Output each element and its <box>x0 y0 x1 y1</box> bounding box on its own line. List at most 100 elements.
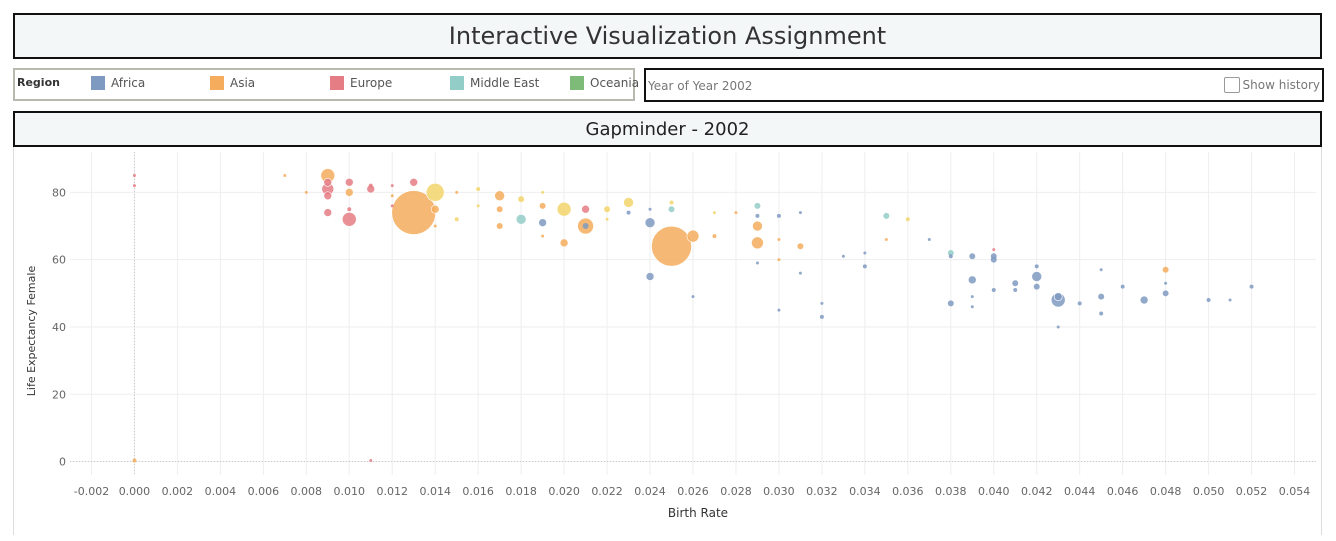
data-point-africa[interactable] <box>798 271 802 275</box>
data-point-asia[interactable] <box>1162 266 1169 273</box>
data-points[interactable] <box>132 168 1254 463</box>
data-point-europe[interactable] <box>390 184 394 188</box>
data-point-asia[interactable] <box>686 229 700 243</box>
data-point-africa[interactable] <box>1249 284 1254 289</box>
data-point-africa[interactable] <box>1099 268 1103 272</box>
data-point-asia[interactable] <box>455 190 459 194</box>
data-point-africa[interactable] <box>820 301 824 305</box>
legend-item-middle-east[interactable]: Middle East <box>450 76 539 90</box>
data-point-americas[interactable] <box>623 197 634 208</box>
data-point-africa[interactable] <box>1013 287 1018 292</box>
data-point-middle-east[interactable] <box>515 213 527 225</box>
data-point-asia[interactable] <box>777 258 781 262</box>
data-point-europe[interactable] <box>132 174 136 178</box>
data-point-americas[interactable] <box>518 196 525 203</box>
data-point-africa[interactable] <box>863 251 867 255</box>
show-history-toggle[interactable]: Show history <box>1223 77 1320 93</box>
legend-item-asia[interactable]: Asia <box>210 76 255 90</box>
data-point-asia[interactable] <box>884 237 888 241</box>
data-point-africa[interactable] <box>967 275 977 285</box>
data-point-africa[interactable] <box>970 305 974 309</box>
data-point-asia[interactable] <box>651 225 692 267</box>
data-point-africa[interactable] <box>1099 311 1104 316</box>
data-point-americas[interactable] <box>541 190 545 194</box>
data-point-europe[interactable] <box>369 459 373 463</box>
data-point-africa[interactable] <box>1206 298 1211 303</box>
data-point-europe[interactable] <box>323 177 333 187</box>
data-point-asia[interactable] <box>496 206 503 213</box>
legend-item-europe[interactable]: Europe <box>330 76 392 90</box>
data-point-africa[interactable] <box>819 314 824 319</box>
data-point-africa[interactable] <box>970 295 974 299</box>
data-point-asia[interactable] <box>304 190 308 194</box>
data-point-americas[interactable] <box>454 217 459 222</box>
data-point-africa[interactable] <box>969 253 976 260</box>
data-point-africa[interactable] <box>755 213 760 218</box>
data-point-africa[interactable] <box>991 287 996 292</box>
data-point-europe[interactable] <box>581 204 590 214</box>
data-point-europe[interactable] <box>368 183 373 188</box>
data-point-africa[interactable] <box>582 223 589 230</box>
data-point-africa[interactable] <box>644 217 656 228</box>
data-point-europe[interactable] <box>323 208 333 217</box>
data-point-africa[interactable] <box>948 254 953 259</box>
data-point-africa[interactable] <box>1162 290 1169 297</box>
data-point-asia[interactable] <box>752 220 763 232</box>
data-point-americas[interactable] <box>425 183 445 202</box>
legend-item-oceania[interactable]: Oceania <box>570 76 639 90</box>
data-point-asia[interactable] <box>539 202 546 209</box>
data-point-europe[interactable] <box>409 177 419 187</box>
data-point-asia[interactable] <box>777 237 781 241</box>
data-point-middle-east[interactable] <box>668 206 675 213</box>
data-point-asia[interactable] <box>734 211 738 215</box>
data-point-europe[interactable] <box>132 184 136 188</box>
data-point-asia[interactable] <box>433 224 437 228</box>
data-point-middle-east[interactable] <box>883 212 890 219</box>
data-point-africa[interactable] <box>776 213 781 218</box>
data-point-americas[interactable] <box>604 206 611 213</box>
data-point-asia[interactable] <box>390 194 394 198</box>
data-point-americas[interactable] <box>712 211 716 215</box>
data-point-africa[interactable] <box>1098 293 1105 300</box>
data-point-africa[interactable] <box>862 264 867 269</box>
data-point-asia[interactable] <box>541 234 545 238</box>
data-point-asia[interactable] <box>494 190 505 202</box>
data-point-americas[interactable] <box>476 204 480 208</box>
data-point-africa[interactable] <box>1139 295 1149 305</box>
data-point-europe[interactable] <box>992 248 996 252</box>
data-point-asia[interactable] <box>344 188 354 197</box>
data-point-africa[interactable] <box>626 210 631 215</box>
data-point-asia[interactable] <box>430 204 440 214</box>
data-point-asia[interactable] <box>132 458 137 463</box>
data-point-asia[interactable] <box>751 236 764 250</box>
data-point-africa[interactable] <box>1120 284 1125 289</box>
data-point-africa[interactable] <box>1053 292 1063 301</box>
data-point-africa[interactable] <box>1034 264 1039 269</box>
data-point-africa[interactable] <box>538 218 547 227</box>
data-point-africa[interactable] <box>648 207 652 211</box>
data-point-middle-east[interactable] <box>754 202 761 209</box>
data-point-americas[interactable] <box>556 201 572 217</box>
data-point-africa[interactable] <box>1164 281 1168 285</box>
data-point-africa[interactable] <box>1077 301 1082 306</box>
data-point-asia[interactable] <box>283 174 287 178</box>
data-point-asia[interactable] <box>559 238 569 248</box>
data-point-europe[interactable] <box>344 177 354 187</box>
data-point-americas[interactable] <box>476 187 481 192</box>
data-point-africa[interactable] <box>927 237 931 241</box>
data-point-africa[interactable] <box>947 300 954 307</box>
data-point-africa[interactable] <box>841 254 845 258</box>
data-point-africa[interactable] <box>990 256 997 263</box>
data-point-americas[interactable] <box>669 200 674 205</box>
data-point-americas[interactable] <box>605 217 609 221</box>
data-point-americas[interactable] <box>905 217 910 222</box>
data-point-africa[interactable] <box>645 272 655 281</box>
data-point-africa[interactable] <box>1031 271 1043 282</box>
data-point-asia[interactable] <box>496 223 503 230</box>
data-point-africa[interactable] <box>777 308 781 312</box>
show-history-checkbox[interactable] <box>1223 77 1240 93</box>
data-point-africa[interactable] <box>1012 280 1019 287</box>
data-point-africa[interactable] <box>1056 325 1060 329</box>
data-point-asia[interactable] <box>797 243 804 250</box>
data-point-africa[interactable] <box>798 211 802 215</box>
